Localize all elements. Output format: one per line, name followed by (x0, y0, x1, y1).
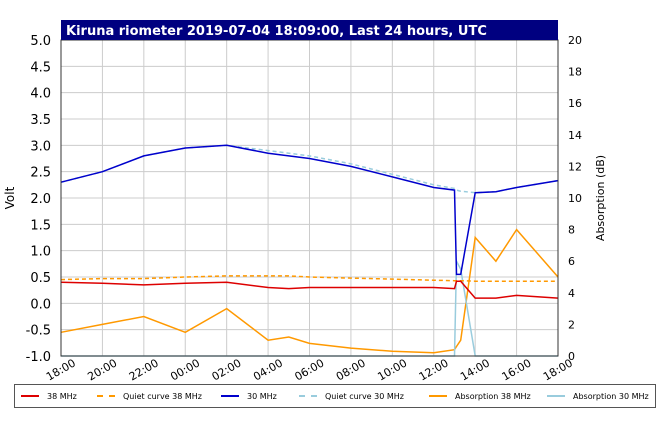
series-line (60, 144, 559, 276)
legend-label: Absorption 38 MHz (455, 391, 531, 401)
legend-swatch (547, 395, 565, 397)
x-tick-label: 08:00 (334, 356, 368, 383)
legend-item-absorption-38mhz: Absorption 38 MHz (429, 385, 531, 407)
series-line (60, 280, 559, 299)
x-tick-label: 12:00 (417, 356, 451, 383)
legend-item-quiet-38mhz: Quiet curve 38 MHz (97, 385, 202, 407)
legend-item-absorption-30mhz: Absorption 30 MHz (547, 385, 649, 407)
y-tick-label-left: 3.0 (30, 139, 51, 154)
x-tick-label: 16:00 (500, 356, 534, 383)
y-tick-label-right: 2 (568, 318, 575, 331)
x-tick-label: 18:00 (541, 356, 575, 383)
y-tick-label-right: 8 (568, 224, 575, 237)
chart-title: Kiruna riometer 2019-07-04 18:09:00, Las… (66, 24, 487, 39)
y-axis-left-label: Volt (3, 186, 17, 209)
x-tick-label: 04:00 (251, 356, 285, 383)
y-tick-label-right: 16 (568, 97, 582, 110)
y-tick-label-right: 6 (568, 255, 575, 268)
title-bar (61, 20, 558, 40)
x-tick-label: 20:00 (85, 356, 119, 383)
y-tick-label-left: 0.0 (30, 297, 51, 312)
y-tick-label-right: 12 (568, 160, 582, 173)
y-axis-left-ticks: 5.0 4.5 4.0 3.5 3.0 2.5 2.0 1.5 1.0 0.5 0.0 -0.5 -1.… (26, 34, 51, 365)
y-tick-label-left: 0.5 (30, 271, 51, 286)
y-tick-label-right: 4 (568, 287, 575, 300)
x-tick-label: 06:00 (293, 356, 327, 383)
y-axis-right-label: Absorption (dB) (594, 155, 607, 241)
series-line (60, 275, 558, 282)
y-tick-label-left: -0.5 (26, 324, 51, 339)
legend-label: 38 MHz (47, 391, 77, 401)
y-tick-label-left: 2.5 (30, 166, 51, 181)
legend-label: Quiet curve 30 MHz (325, 391, 404, 401)
y-tick-label-left: 5.0 (30, 34, 51, 49)
y-tick-label-left: -1.0 (26, 350, 51, 365)
y-tick-label-right: 0 (568, 350, 575, 363)
x-tick-label: 10:00 (375, 356, 409, 383)
riometer-chart: Kiruna riometer 2019-07-04 18:09:00, Las… (3, 20, 607, 384)
y-tick-label-left: 1.5 (30, 218, 51, 233)
series-line (60, 228, 559, 354)
legend-item-30mhz: 30 MHz (221, 385, 277, 407)
y-tick-label-left: 2.0 (30, 192, 51, 207)
legend: 38 MHz Quiet curve 38 MHz 30 MHz Quiet c… (14, 384, 656, 408)
y-tick-label-left: 4.5 (30, 60, 51, 75)
x-tick-label: 14:00 (458, 356, 492, 383)
legend-swatch (429, 395, 447, 397)
legend-item-quiet-30mhz: Quiet curve 30 MHz (299, 385, 404, 407)
y-tick-label-left: 1.0 (30, 245, 51, 260)
legend-label: Absorption 30 MHz (573, 391, 649, 401)
x-tick-label: 02:00 (210, 356, 244, 383)
legend-swatch (97, 395, 115, 397)
x-tick-label: 00:00 (168, 356, 202, 383)
y-tick-label-right: 20 (568, 34, 582, 47)
y-tick-label-right: 10 (568, 192, 582, 205)
legend-swatch (21, 395, 39, 397)
legend-swatch (221, 395, 239, 397)
y-tick-label-left: 3.5 (30, 113, 51, 128)
legend-swatch (299, 395, 317, 397)
legend-item-38mhz: 38 MHz (21, 385, 77, 407)
x-axis-ticks: 18:00 20:00 22:00 00:00 02:00 04:00 06:00 08:00… (44, 356, 575, 383)
y-tick-label-right: 14 (568, 129, 582, 142)
legend-label: 30 MHz (247, 391, 277, 401)
y-tick-label-right: 18 (568, 66, 582, 79)
x-tick-label: 22:00 (127, 356, 161, 383)
legend-label: Quiet curve 38 MHz (123, 391, 202, 401)
y-tick-label-left: 4.0 (30, 87, 51, 102)
